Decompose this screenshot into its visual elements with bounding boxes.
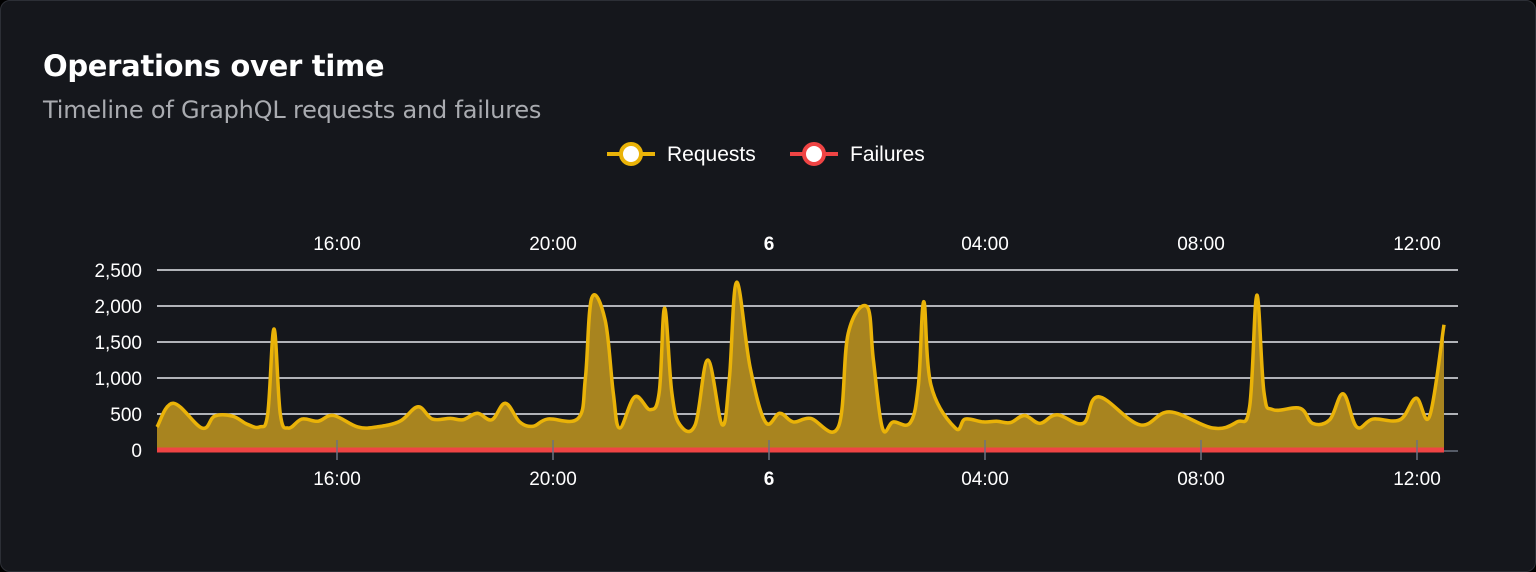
legend-marker-requests: [619, 142, 643, 166]
x-tick-label-bottom: 12:00: [1393, 469, 1441, 490]
y-tick-label: 2,500: [94, 261, 142, 282]
legend-item-failures[interactable]: Failures: [790, 142, 925, 166]
y-tick-label: 0: [131, 441, 142, 462]
x-tick-label-top: 16:00: [313, 234, 361, 255]
x-tick-label-top: 6: [764, 234, 775, 255]
y-tick-label: 500: [110, 405, 142, 426]
x-tick-label-bottom: 08:00: [1177, 469, 1225, 490]
line-requests: [155, 280, 1446, 434]
legend-label-requests: Requests: [667, 143, 756, 166]
x-tick-label-bottom: 6: [764, 469, 775, 490]
x-tick-label-bottom: 16:00: [313, 469, 361, 490]
x-tick-label-top: 12:00: [1393, 234, 1441, 255]
legend-item-requests[interactable]: Requests: [607, 142, 756, 166]
x-tick-label-top: 20:00: [529, 234, 577, 255]
chart-subtitle: Timeline of GraphQL requests and failure…: [43, 96, 542, 124]
y-tick-label: 1,000: [94, 369, 142, 390]
x-tick-label-top: 08:00: [1177, 234, 1225, 255]
chart-title: Operations over time: [43, 49, 385, 83]
legend-marker-failures: [802, 142, 826, 166]
area-requests: [157, 282, 1444, 450]
x-tick-label-bottom: 20:00: [529, 469, 577, 490]
legend-label-failures: Failures: [850, 143, 925, 166]
y-tick-label: 2,000: [94, 297, 142, 318]
x-tick-label-top: 04:00: [961, 234, 1009, 255]
y-tick-label: 1,500: [94, 333, 142, 354]
legend: Requests Failures: [607, 142, 925, 166]
x-tick-label-bottom: 04:00: [961, 469, 1009, 490]
